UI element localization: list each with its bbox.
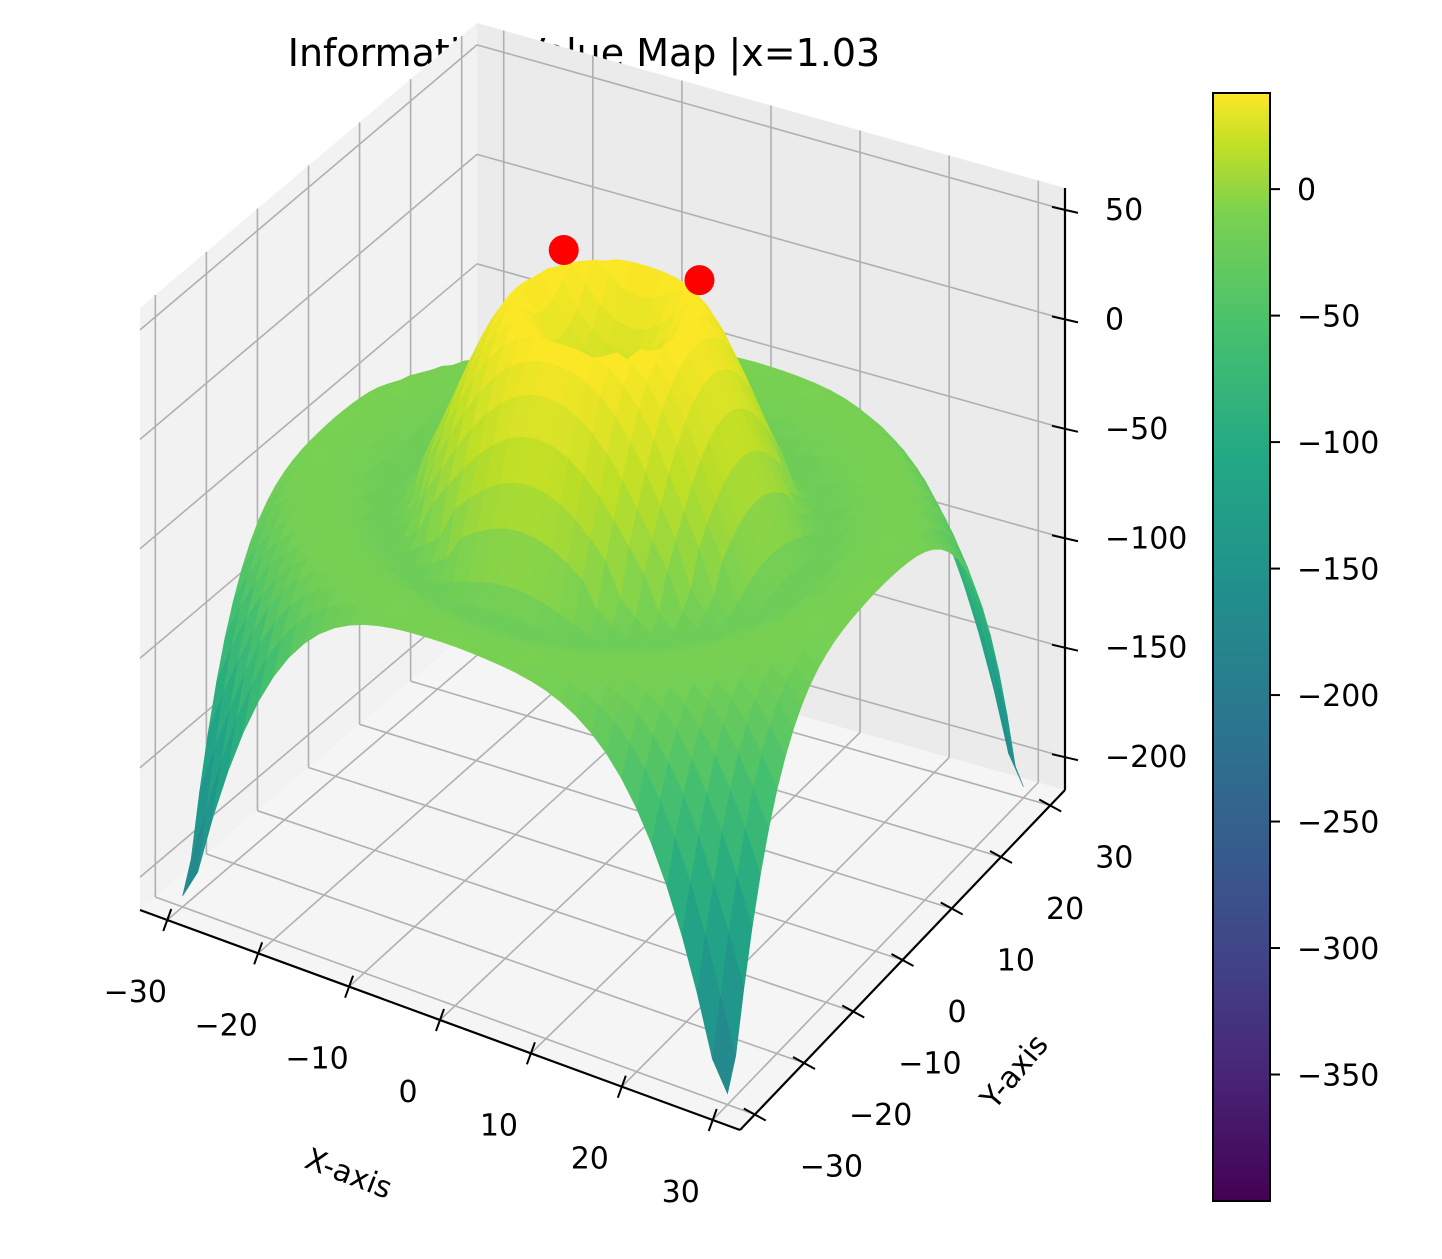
y-tick-label: −20 [849,1098,912,1133]
z-tick-label: −100 [1105,521,1187,556]
z-tick-label: −200 [1105,740,1187,775]
colorbar-tick-label: −100 [1297,426,1379,461]
x-tick-label: 30 [662,1175,700,1210]
grid-floor-y [257,809,854,1013]
z-tick-label: 50 [1105,193,1143,228]
z-tick-mark [1051,205,1079,214]
colorbar-tick-label: −350 [1297,1059,1379,1094]
x-tick-mark [707,1108,718,1132]
grid-left-z [139,263,478,550]
z-tick-mark [1051,643,1079,652]
colorbar-ticks: 0 −50 −100 −150 −200 −250 −300 −350 [1270,173,1379,1094]
highlight-points [548,235,715,296]
grid-left-z [139,44,478,331]
x-tick-mark [344,975,355,999]
y-axis-label: Y-axis [973,1028,1056,1117]
surface-facet [712,997,737,1095]
z-tick-mark [1051,534,1079,543]
z-tick-mark [1051,753,1079,762]
colorbar-tick-label: −150 [1297,553,1379,588]
highlight-point [684,265,715,296]
grid-left-z [139,153,478,440]
x-tick-mark [435,1008,445,1032]
colorbar-tick-label: 0 [1297,173,1316,208]
y-tick-mark [940,901,964,916]
x-tick-label: −10 [285,1042,348,1077]
y-tick-label: −10 [898,1047,961,1082]
x-axis-label: X-axis [300,1142,397,1207]
y-tick-mark [792,1056,816,1070]
colorbar-tick-label: −300 [1297,932,1379,967]
y-tick-label: 30 [1095,840,1133,875]
grid-back-z [476,153,1066,321]
highlight-point [548,235,579,266]
y-tick-label: 0 [948,995,967,1030]
colorbar: 0 −50 −100 −150 −200 −250 −300 −350 [1212,92,1379,1202]
x-tick-mark [525,1041,536,1065]
z-tick-label: −150 [1105,631,1187,666]
grid-floor-y [206,853,805,1064]
z-tick-mark [1051,315,1079,324]
surface-plot [182,259,1024,1095]
grid-floor-y [308,766,903,961]
grid-floor-y [155,896,756,1116]
x-tick-label: 20 [571,1142,609,1177]
x-tick-label: 10 [480,1108,518,1143]
colorbar-gradient [1212,92,1271,1202]
colorbar-tick-label: −200 [1297,679,1379,714]
pane-floor [140,625,1065,1130]
z-tick-label: 0 [1105,302,1124,337]
grid-back-z [476,44,1066,211]
y-tick-mark [1038,798,1062,813]
x-tick-mark [616,1075,627,1099]
colorbar-tick-label: −250 [1297,806,1379,841]
y-tick-mark [989,850,1013,864]
y-tick-label: 10 [997,943,1035,978]
y-tick-label: 20 [1046,892,1084,927]
z-tick-label: −50 [1105,412,1168,447]
axis-ticks: −30−20−100102030−30−20−100102030−200−150… [104,193,1188,1210]
colorbar-tick-label: −50 [1297,300,1360,335]
y-tick-mark [743,1107,767,1122]
x-tick-mark [253,941,264,965]
x-tick-mark [162,908,173,932]
y-tick-mark [841,1004,865,1019]
x-tick-label: −30 [104,975,167,1010]
z-tick-mark [1051,424,1079,433]
x-tick-label: 0 [398,1075,417,1110]
y-tick-label: −30 [800,1150,863,1185]
x-tick-label: −20 [195,1008,258,1043]
y-tick-mark [891,953,914,967]
